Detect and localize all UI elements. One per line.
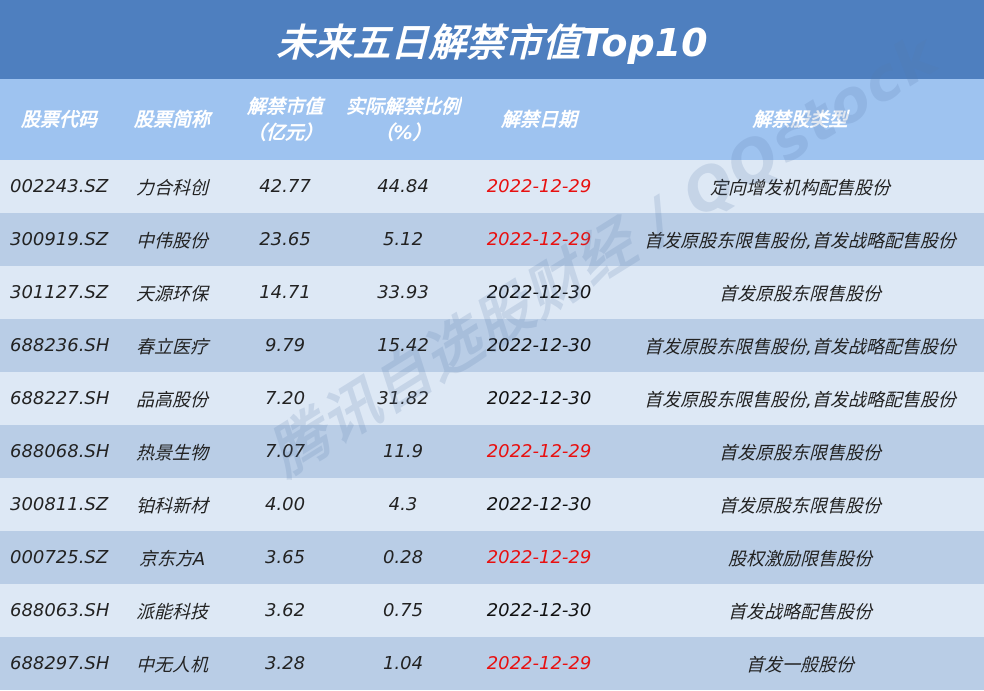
cell-ratio: 33.93 xyxy=(377,282,429,303)
cell-type: 首发战略配售股份 xyxy=(728,601,872,623)
cell-date: 2022-12-29 xyxy=(486,653,592,674)
cell-type: 首发原股东限售股份 xyxy=(719,442,881,464)
header-ratio-line2: （%） xyxy=(374,121,432,144)
cell-name: 力合科创 xyxy=(136,177,208,199)
table-row: 688297.SH 中无人机 3.28 1.04 2022-12-29 首发一般股份 xyxy=(0,637,984,690)
table-row: 300811.SZ 铂科新材 4.00 4.3 2022-12-30 首发原股东限售股份 xyxy=(0,478,984,531)
cell-ratio: 0.75 xyxy=(382,600,424,621)
cell-ratio: 4.3 xyxy=(388,494,418,515)
cell-value: 7.20 xyxy=(264,388,306,409)
cell-value: 3.65 xyxy=(264,547,306,568)
table-row: 301127.SZ 天源环保 14.71 33.93 2022-12-30 首发原股东限售… xyxy=(0,266,984,319)
cell-date: 2022-12-29 xyxy=(486,441,592,462)
table-row: 000725.SZ 京东方A 3.65 0.28 2022-12-29 股权激励限售股份 xyxy=(0,531,984,584)
cell-ratio: 31.82 xyxy=(377,388,429,409)
cell-type: 首发原股东限售股份,首发战略配售股份 xyxy=(644,336,956,358)
cell-type: 定向增发机构配售股份 xyxy=(710,177,890,199)
header-date: 解禁日期 xyxy=(500,108,577,131)
cell-ratio: 11.9 xyxy=(382,441,424,462)
cell-type: 首发原股东限售股份,首发战略配售股份 xyxy=(644,389,956,411)
cell-name: 热景生物 xyxy=(136,442,208,464)
cell-ratio: 15.42 xyxy=(377,335,429,356)
cell-value: 3.62 xyxy=(264,600,306,621)
cell-name: 天源环保 xyxy=(136,283,208,305)
table-body: 002243.SZ 力合科创 42.77 44.84 2022-12-29 定向增发机构配… xyxy=(0,160,984,690)
table-row: 688068.SH 热景生物 7.07 11.9 2022-12-29 首发原股东限售股份 xyxy=(0,425,984,478)
header-value: 解禁市值 （亿元） xyxy=(226,94,344,146)
header-type: 解禁股类型 xyxy=(752,108,848,131)
table-row: 688227.SH 品高股份 7.20 31.82 2022-12-30 首发原股东限售股… xyxy=(0,372,984,425)
cell-date: 2022-12-30 xyxy=(486,494,592,515)
cell-type: 首发原股东限售股份 xyxy=(719,495,881,517)
cell-date: 2022-12-30 xyxy=(486,600,592,621)
cell-date: 2022-12-30 xyxy=(486,335,592,356)
header-code: 股票代码 xyxy=(20,108,97,131)
cell-code: 688063.SH xyxy=(10,600,110,621)
cell-type: 首发原股东限售股份,首发战略配售股份 xyxy=(644,230,956,252)
cell-code: 000725.SZ xyxy=(10,547,109,568)
cell-code: 688068.SH xyxy=(10,441,110,462)
cell-code: 300919.SZ xyxy=(10,229,109,250)
table-row: 300919.SZ 中伟股份 23.65 5.12 2022-12-29 首发原股东限售股… xyxy=(0,213,984,266)
cell-value: 14.71 xyxy=(259,282,311,303)
cell-name: 京东方A xyxy=(138,548,206,570)
cell-name: 中伟股份 xyxy=(136,230,208,252)
cell-value: 42.77 xyxy=(259,176,311,197)
cell-ratio: 0.28 xyxy=(382,547,424,568)
cell-date: 2022-12-29 xyxy=(486,176,592,197)
cell-value: 7.07 xyxy=(264,441,306,462)
cell-value: 9.79 xyxy=(264,335,306,356)
header-ratio: 实际解禁比例 （%） xyxy=(344,94,462,146)
cell-name: 品高股份 xyxy=(136,389,208,411)
table-row: 002243.SZ 力合科创 42.77 44.84 2022-12-29 定向增发机构配… xyxy=(0,160,984,213)
cell-value: 23.65 xyxy=(259,229,311,250)
cell-code: 688297.SH xyxy=(10,653,110,674)
table-header: 股票代码 股票简称 解禁市值 （亿元） 实际解禁比例 （%） 解禁日期 解禁股类… xyxy=(0,79,984,160)
header-value-line1: 解禁市值 xyxy=(246,95,323,118)
cell-code: 300811.SZ xyxy=(10,494,109,515)
cell-code: 688236.SH xyxy=(10,335,110,356)
cell-type: 首发原股东限售股份 xyxy=(719,283,881,305)
cell-name: 铂科新材 xyxy=(136,495,208,517)
cell-ratio: 1.04 xyxy=(382,653,424,674)
header-name: 股票简称 xyxy=(133,108,210,131)
cell-name: 中无人机 xyxy=(136,654,208,676)
table-row: 688236.SH 春立医疗 9.79 15.42 2022-12-30 首发原股东限售股… xyxy=(0,319,984,372)
cell-code: 688227.SH xyxy=(10,388,110,409)
header-value-line2: （亿元） xyxy=(246,121,323,144)
cell-code: 002243.SZ xyxy=(10,176,109,197)
cell-value: 3.28 xyxy=(264,653,306,674)
cell-date: 2022-12-29 xyxy=(486,547,592,568)
cell-ratio: 44.84 xyxy=(377,176,429,197)
cell-code: 301127.SZ xyxy=(10,282,109,303)
header-ratio-line1: 实际解禁比例 xyxy=(345,95,460,118)
cell-date: 2022-12-30 xyxy=(486,282,592,303)
cell-type: 股权激励限售股份 xyxy=(728,548,872,570)
cell-type: 首发一般股份 xyxy=(746,654,854,676)
cell-value: 4.00 xyxy=(264,494,306,515)
cell-name: 春立医疗 xyxy=(136,336,208,358)
page-title: 未来五日解禁市值Top10 xyxy=(0,0,984,79)
table-row: 688063.SH 派能科技 3.62 0.75 2022-12-30 首发战略配售股份 xyxy=(0,584,984,637)
cell-date: 2022-12-29 xyxy=(486,229,592,250)
cell-ratio: 5.12 xyxy=(382,229,424,250)
cell-date: 2022-12-30 xyxy=(486,388,592,409)
cell-name: 派能科技 xyxy=(136,601,208,623)
